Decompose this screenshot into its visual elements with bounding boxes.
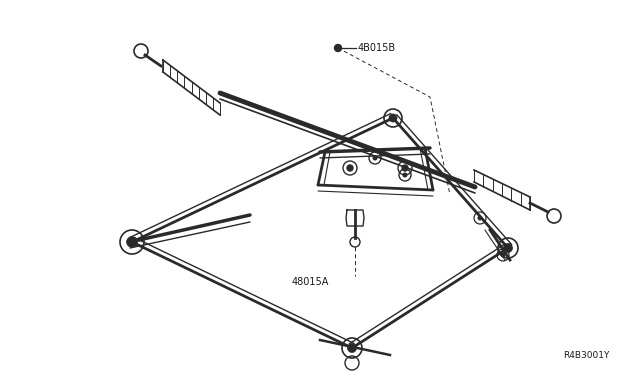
Circle shape [504,244,513,253]
Circle shape [335,45,342,51]
Circle shape [402,165,408,171]
Text: 4B015B: 4B015B [358,43,396,53]
Circle shape [127,237,138,247]
Circle shape [347,165,353,171]
Circle shape [348,343,356,353]
Circle shape [389,114,397,122]
Text: R4B3001Y: R4B3001Y [564,350,610,359]
Text: 48015A: 48015A [291,277,329,287]
Circle shape [403,173,408,177]
Circle shape [372,155,378,160]
Circle shape [500,253,506,257]
Circle shape [477,215,483,221]
